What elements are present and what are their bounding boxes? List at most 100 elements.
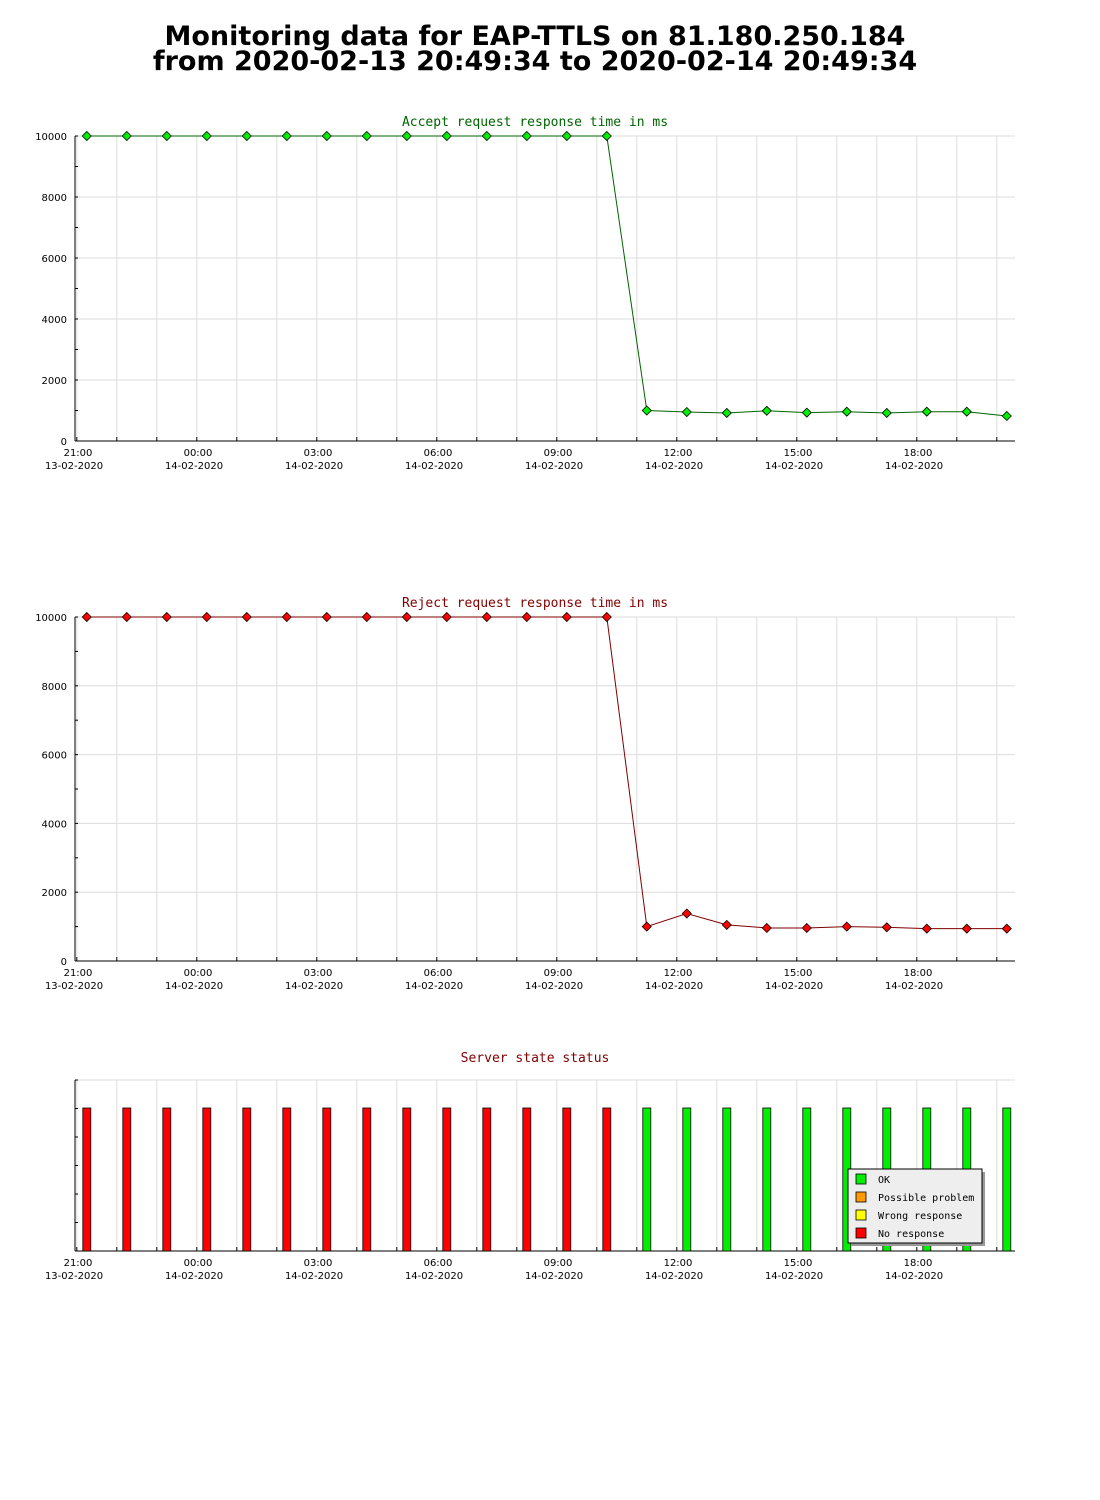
data-point-marker (561, 611, 572, 623)
x-tick-label-time: 15:00 (784, 448, 813, 459)
status-bar (122, 1107, 132, 1252)
data-point-marker (321, 611, 332, 623)
y-tick-label: 10000 (35, 132, 67, 143)
x-tick-label-date: 13-02-2020 (45, 981, 103, 992)
data-point-marker (801, 407, 812, 418)
x-tick-label-date: 14-02-2020 (525, 461, 583, 472)
x-tick-label-time: 12:00 (664, 448, 693, 459)
series-line (86, 616, 1007, 930)
data-point-marker (201, 611, 212, 623)
x-tick-label-date: 14-02-2020 (885, 461, 943, 472)
data-point-marker (441, 611, 452, 623)
data-point-marker (441, 130, 452, 142)
legend-box (847, 1168, 983, 1244)
y-tick-label: 6000 (42, 254, 67, 265)
status-bar (402, 1107, 412, 1252)
x-tick-label-time: 15:00 (784, 1258, 813, 1269)
x-tick-label-date: 14-02-2020 (885, 981, 943, 992)
y-tick-label: 4000 (42, 819, 67, 830)
data-point-marker (161, 611, 172, 623)
y-tick-label: 0 (61, 437, 67, 448)
y-tick-label: 2000 (42, 888, 67, 899)
data-point-marker (921, 406, 932, 417)
x-tick-label-date: 14-02-2020 (165, 981, 223, 992)
x-tick-label-date: 14-02-2020 (525, 981, 583, 992)
data-point-marker (521, 130, 532, 142)
status-bar (522, 1107, 532, 1252)
chart-title: Reject request response time in ms (402, 596, 668, 611)
legend-swatch (855, 1209, 867, 1221)
page-title-line-2: from 2020-02-13 20:49:34 to 2020-02-14 2… (152, 46, 918, 77)
x-tick-label-date: 14-02-2020 (645, 461, 703, 472)
data-point-marker (601, 611, 612, 623)
x-tick-label-time: 06:00 (424, 968, 453, 979)
data-point-marker (921, 923, 932, 934)
x-tick-label-time: 18:00 (904, 448, 933, 459)
data-point-marker (841, 921, 852, 932)
y-tick-label: 4000 (42, 315, 67, 326)
legend-swatch (855, 1191, 867, 1203)
x-tick-label-time: 00:00 (184, 1258, 213, 1269)
x-tick-label-date: 14-02-2020 (645, 1271, 703, 1282)
x-tick-label-date: 14-02-2020 (765, 981, 823, 992)
data-point-marker (321, 130, 332, 142)
status-bar (202, 1107, 212, 1252)
x-tick-label-time: 15:00 (784, 968, 813, 979)
data-point-marker (521, 611, 532, 623)
page-title-line-1: Monitoring data for EAP-TTLS on 81.180.2… (164, 21, 906, 52)
x-tick-label-time: 03:00 (304, 1258, 333, 1269)
status-bar (642, 1107, 652, 1252)
x-tick-label-time: 09:00 (544, 448, 573, 459)
x-tick-label-time: 00:00 (184, 968, 213, 979)
data-point-marker (281, 130, 292, 142)
y-tick-label: 8000 (42, 193, 67, 204)
data-point-marker (161, 130, 172, 142)
y-tick-label: 6000 (42, 751, 67, 762)
page-title: Monitoring data for EAP-TTLS on 81.180.2… (0, 21, 1070, 77)
y-tick-label: 10000 (35, 613, 67, 624)
data-point-marker (681, 908, 692, 919)
x-tick-label-date: 14-02-2020 (165, 461, 223, 472)
legend-label: OK (878, 1175, 890, 1186)
status-bar (162, 1107, 172, 1252)
data-point-marker (81, 130, 92, 142)
y-tick-label: 2000 (42, 376, 67, 387)
x-tick-label-time: 06:00 (424, 448, 453, 459)
status-bar (1002, 1107, 1012, 1252)
status-bar (602, 1107, 612, 1252)
data-point-marker (761, 922, 772, 934)
x-tick-label-date: 14-02-2020 (405, 461, 463, 472)
status-bar (762, 1107, 772, 1252)
x-tick-label-time: 03:00 (304, 968, 333, 979)
status-bar (802, 1107, 812, 1252)
status-bar (362, 1107, 372, 1252)
data-point-marker (401, 611, 412, 623)
x-tick-label-date: 14-02-2020 (405, 1271, 463, 1282)
data-point-marker (881, 407, 892, 419)
status-bar (722, 1107, 732, 1252)
data-point-marker (961, 923, 972, 934)
data-point-marker (481, 130, 492, 142)
reject-response-time-chart: Reject request response time in ms 21:00 1… (35, 596, 1015, 992)
status-bar (82, 1107, 92, 1252)
x-tick-label-time: 00:00 (184, 448, 213, 459)
x-tick-label-time: 21:00 (64, 1258, 93, 1269)
data-point-marker (361, 611, 372, 623)
x-tick-label-date: 13-02-2020 (45, 461, 103, 472)
legend-label: No response (878, 1229, 944, 1240)
x-tick-label-date: 14-02-2020 (285, 1271, 343, 1282)
data-point-marker (481, 611, 492, 623)
y-tick-label: 0 (61, 957, 67, 968)
data-point-marker (681, 406, 692, 418)
data-point-marker (761, 405, 772, 416)
legend-label: Wrong response (878, 1211, 962, 1222)
status-bar (282, 1107, 292, 1252)
x-tick-label-date: 14-02-2020 (885, 1271, 943, 1282)
data-point-marker (121, 611, 132, 623)
status-bar (682, 1107, 692, 1252)
x-tick-label-date: 14-02-2020 (765, 1271, 823, 1282)
data-point-marker (721, 407, 732, 419)
legend-label: Possible problem (878, 1193, 974, 1204)
data-point-marker (1001, 410, 1012, 422)
data-point-marker (281, 611, 292, 623)
